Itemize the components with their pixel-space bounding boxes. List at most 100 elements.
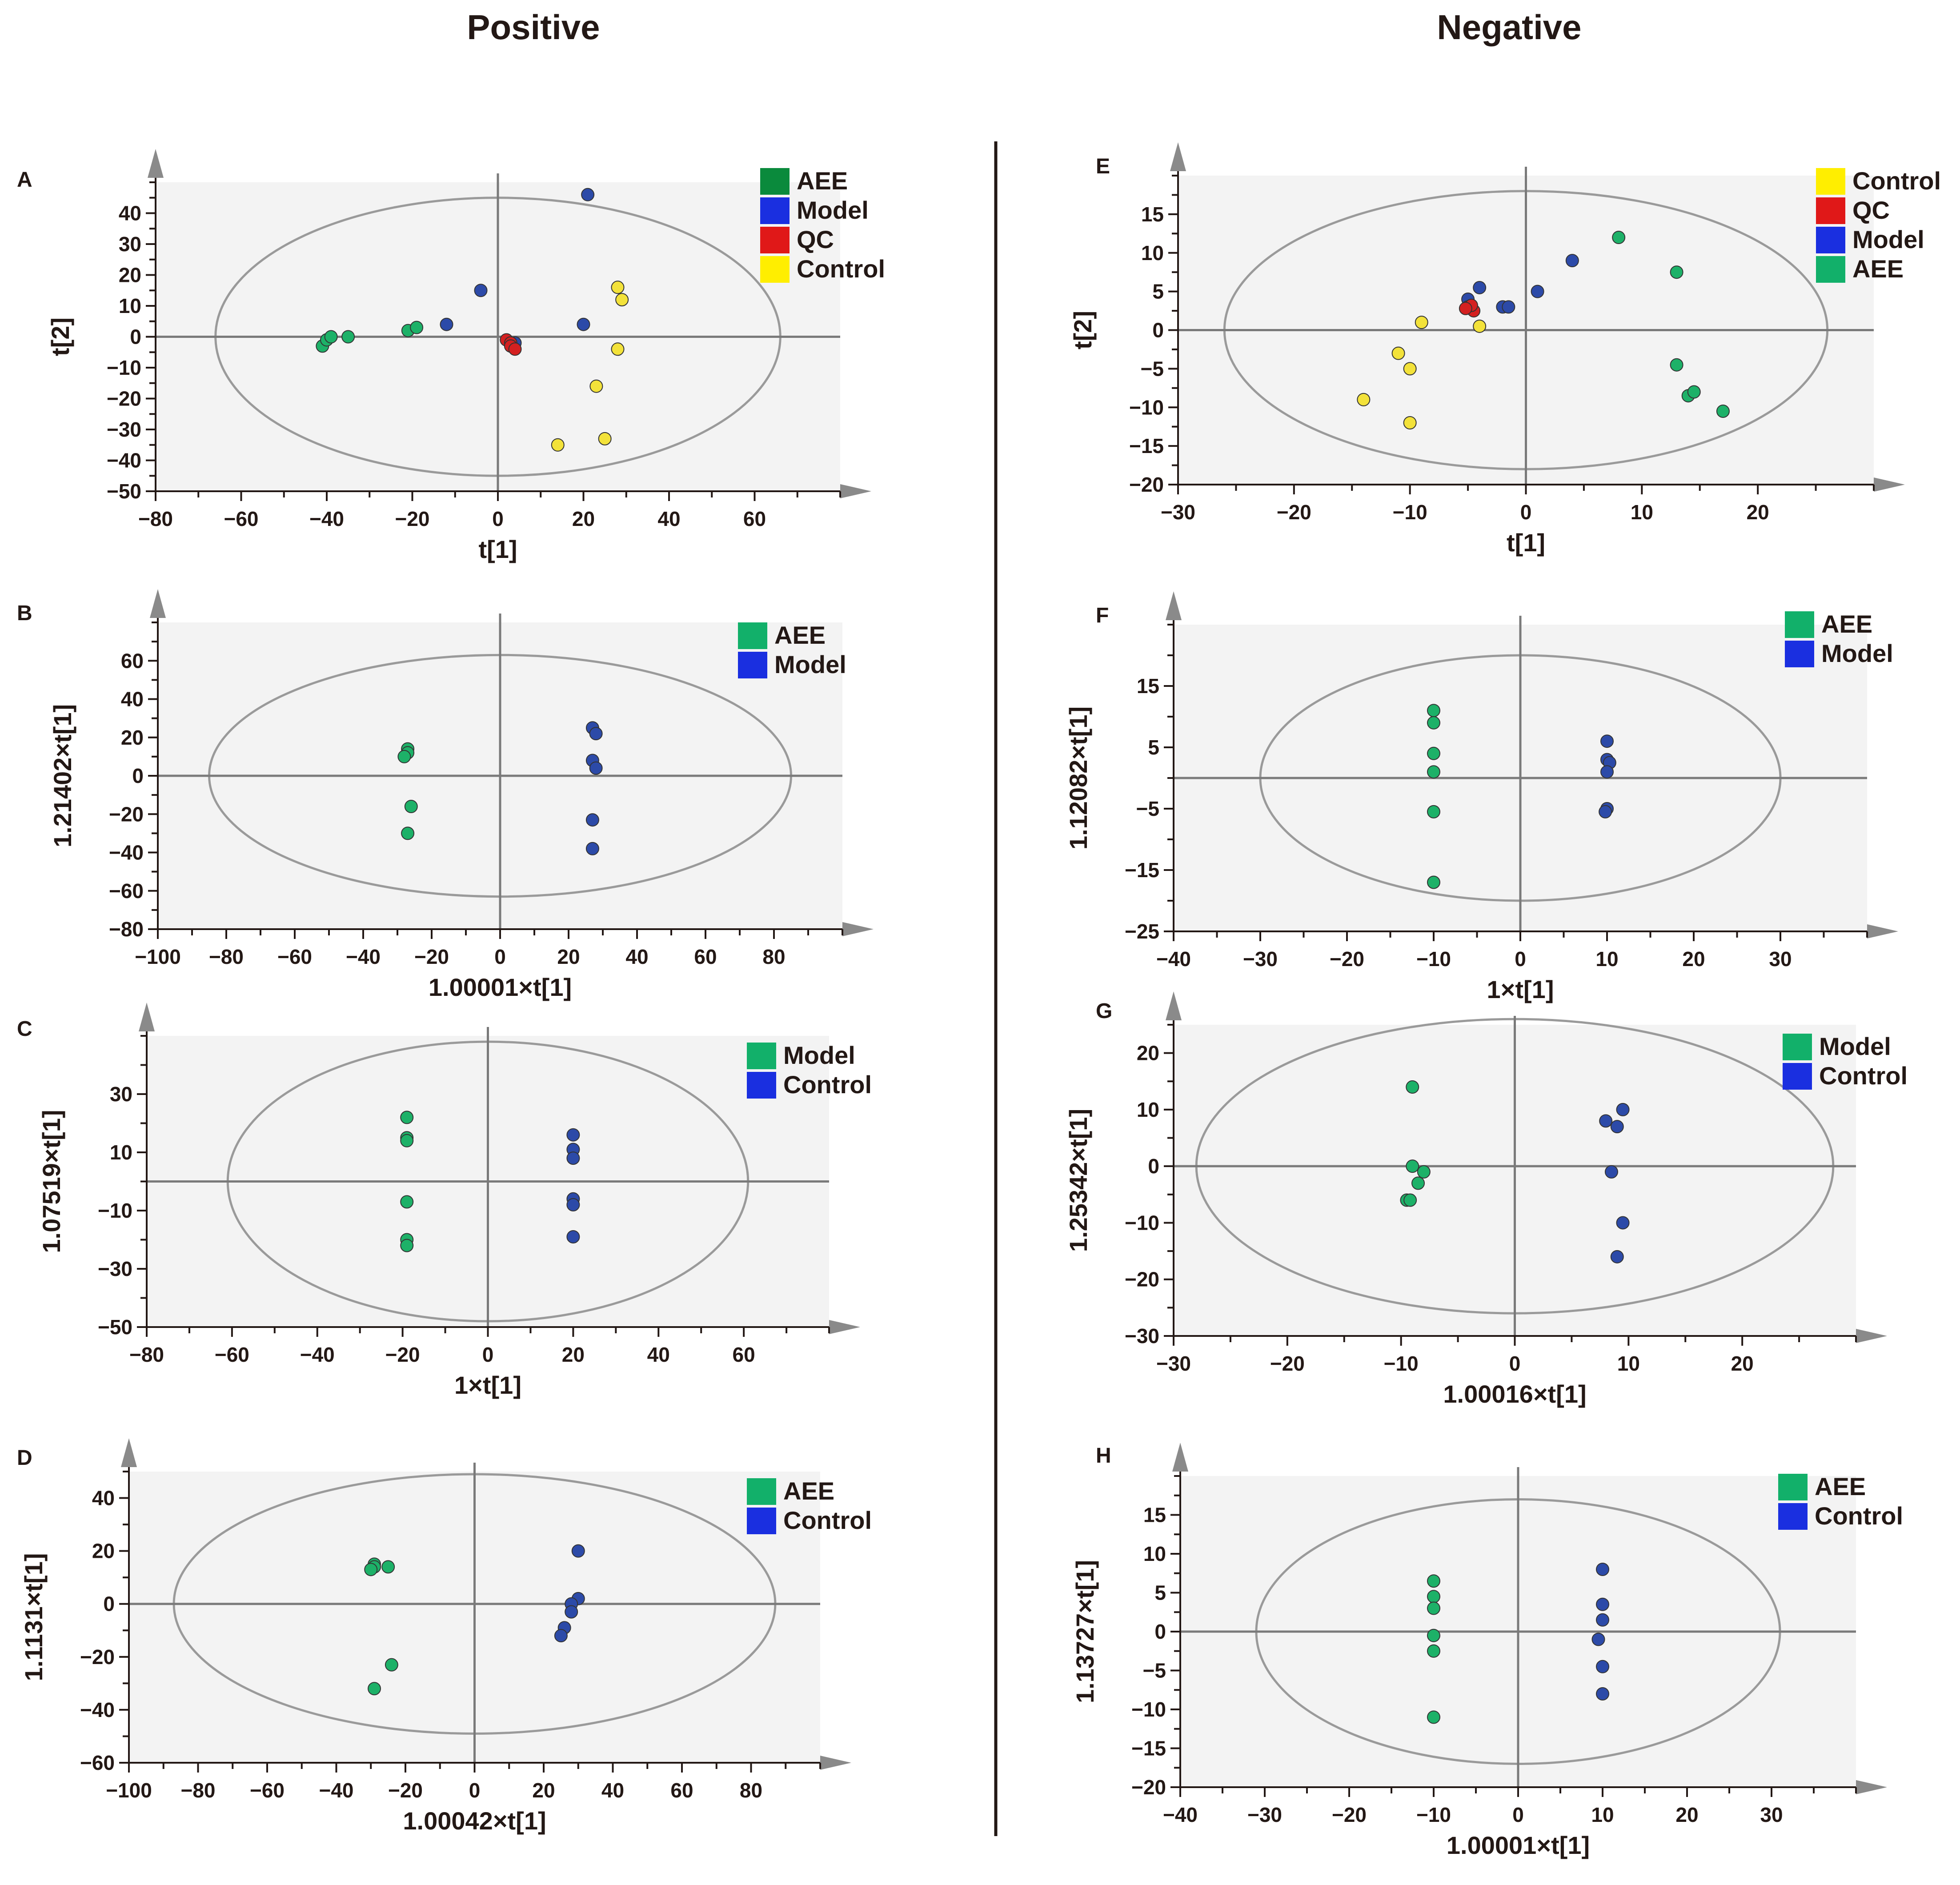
column-title-positive: Positive [467,8,600,47]
x-tick-label: −40 [1163,1803,1198,1826]
data-point-model [1403,1193,1417,1207]
y-tick-label: −30 [107,418,141,441]
x-tick-label: −80 [129,1343,164,1366]
data-point-model [1502,300,1515,314]
legend-swatch [738,622,767,649]
data-point-aee [404,800,418,813]
x-tick-label: 20 [572,507,595,530]
y-tick-label: −40 [80,1698,115,1721]
x-tick-label: 20 [1682,947,1705,971]
legend-label: Model [774,650,846,678]
x-tick-label: −100 [106,1779,152,1802]
x-axis-title: t[1] [478,535,517,563]
x-tick-label: 0 [1515,947,1526,971]
x-tick-label: −20 [385,1343,420,1366]
legend-label: AEE [1821,610,1872,638]
x-tick-label: −20 [1330,947,1364,971]
data-point-aee [1427,1590,1440,1604]
y-tick-label: 15 [1137,674,1159,698]
y-axis-arrow [1172,1443,1188,1472]
data-point-model [1565,254,1579,268]
data-point-model [1411,1176,1425,1190]
x-tick-label: −30 [1161,501,1195,524]
y-axis-title: t[2] [46,317,74,356]
y-tick-label: −10 [1129,396,1164,419]
x-tick-label: −30 [1243,947,1278,971]
x-tick-label: 20 [1675,1803,1698,1826]
x-axis-title: 1.00001×t[1] [1447,1831,1590,1859]
y-tick-label: −5 [1141,357,1164,380]
x-tick-label: −10 [1393,501,1427,524]
x-tick-label: 0 [1512,1803,1524,1826]
chart-panel-b: B −100 −80 −60 −40 −20 0 20 40 60 80 60 40 20 0 −20 −40 −… [17,589,874,1001]
y-tick-label: −10 [1125,1211,1159,1234]
panel-label: C [17,1017,32,1041]
x-axis-title: 1.00016×t[1] [1443,1380,1586,1408]
data-point-control [611,281,625,294]
y-tick-label: 20 [92,1540,115,1563]
y-tick-label: 20 [1137,1042,1159,1065]
x-axis-arrow [1874,477,1905,492]
y-tick-label: 10 [1141,241,1164,265]
data-point-aee [1427,704,1440,718]
x-tick-label: 10 [1631,501,1653,524]
chart-panel-e: E −30 −20 −10 0 10 20 15 10 5 0 −5 −10 −15 −20 t[1] t[2]… [1069,142,1941,557]
legend-label: Model [1819,1032,1891,1060]
y-tick-label: 10 [110,1141,132,1164]
data-point-model [1599,805,1612,818]
legend-swatch [1783,1063,1812,1090]
x-tick-label: −80 [180,1779,215,1802]
y-axis-arrow [1170,142,1186,171]
data-point-control [554,1629,568,1643]
y-tick-label: 40 [121,688,144,711]
y-tick-label: 5 [1154,1581,1166,1604]
column-title-negative: Negative [1437,8,1581,47]
data-point-model [1406,1080,1419,1094]
data-point-model [440,317,453,331]
y-tick-label: −10 [1131,1698,1166,1721]
data-point-control [566,1128,580,1142]
data-point-model [400,1134,414,1147]
data-point-control [551,438,565,452]
y-tick-label: −30 [1125,1324,1159,1348]
x-tick-label: −20 [414,945,449,968]
legend-label: Control [1819,1062,1908,1090]
data-point-model [400,1239,414,1252]
x-tick-label: −10 [1384,1352,1419,1375]
x-tick-label: 40 [601,1779,624,1802]
x-tick-label: 20 [1731,1352,1754,1375]
x-tick-label: −10 [1416,1803,1451,1826]
data-point-aee [1427,875,1440,889]
y-tick-label: −50 [98,1315,132,1339]
data-point-aee [1427,1644,1440,1658]
data-point-control [1616,1103,1630,1116]
data-point-model [585,842,599,855]
panel-label: B [17,602,32,625]
panel-label: G [1096,999,1112,1023]
x-tick-label: 30 [1769,947,1792,971]
y-tick-label: 0 [1152,319,1164,342]
data-point-control [1604,1165,1618,1179]
y-tick-label: −20 [107,387,141,410]
data-point-aee [410,321,424,334]
x-tick-label: −80 [209,945,244,968]
x-axis-arrow [1856,1329,1887,1343]
x-tick-label: −40 [300,1343,335,1366]
y-tick-label: 15 [1141,203,1164,226]
data-point-control [1596,1613,1609,1627]
data-point-control [1403,362,1417,376]
x-tick-label: 40 [657,507,680,530]
legend-swatch [747,1508,776,1534]
y-tick-label: 30 [110,1083,132,1106]
legend-label: Control [783,1071,872,1099]
y-tick-label: 20 [119,264,141,287]
y-tick-label: −10 [107,356,141,379]
data-point-control [589,379,603,393]
y-axis-title: 1.12082×t[1] [1064,706,1092,850]
data-point-model [400,1111,414,1124]
data-point-model [1417,1165,1431,1179]
y-tick-label: −5 [1143,1659,1166,1682]
y-tick-label: −20 [1131,1776,1166,1799]
x-tick-label: 20 [532,1779,555,1802]
